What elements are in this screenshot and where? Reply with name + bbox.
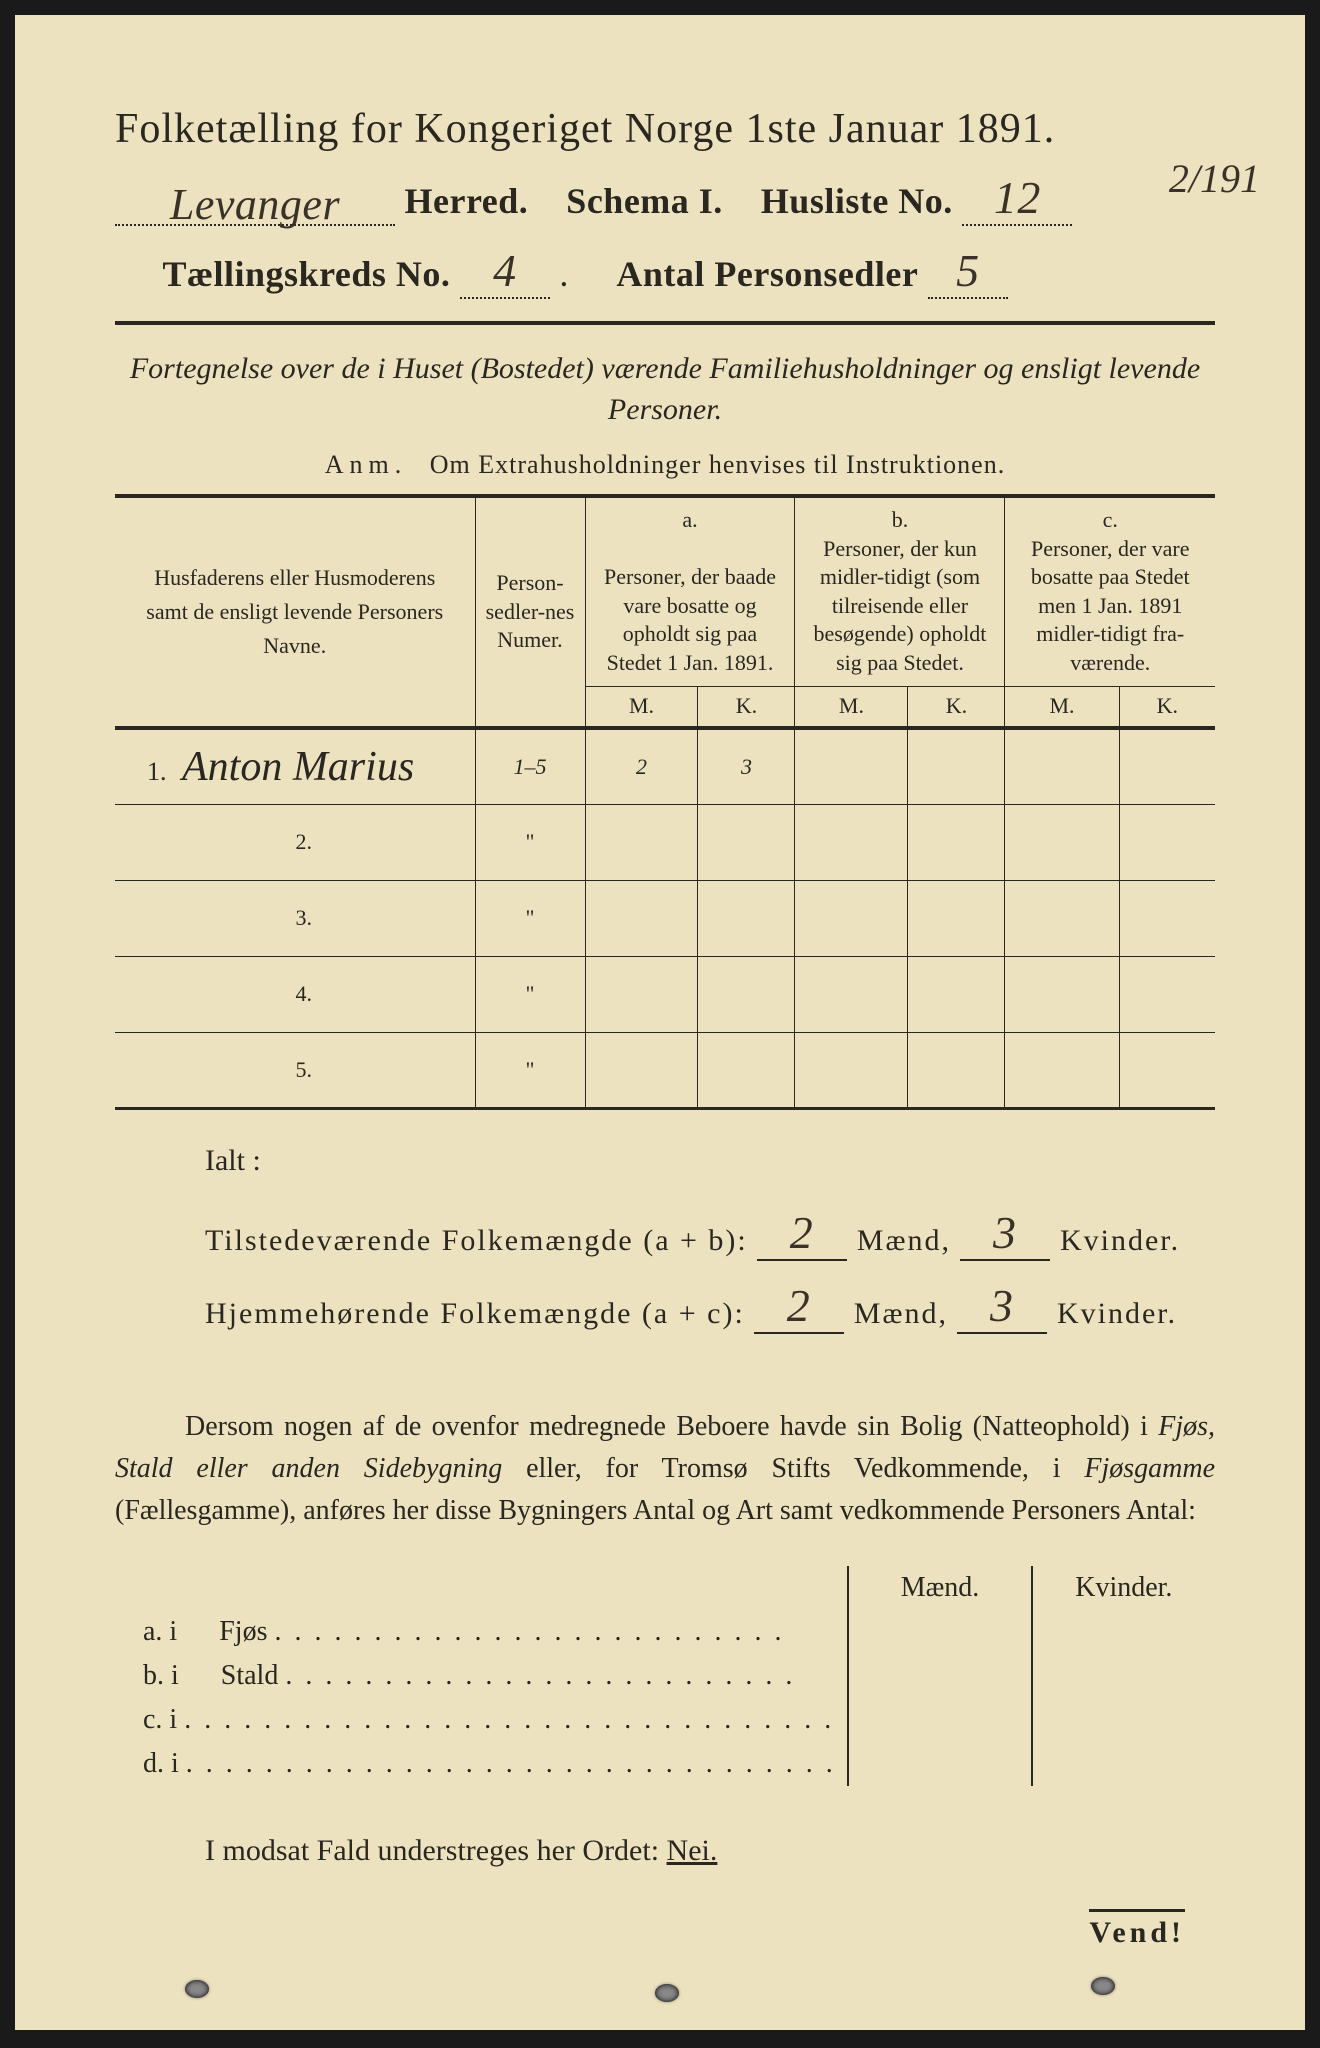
col-b-m: M. — [795, 686, 908, 728]
herred-field: Levanger — [115, 173, 395, 226]
col-head-c: c. Personer, der vare bosatte paa Stedet… — [1005, 496, 1215, 686]
table-row: 2. " — [115, 804, 1215, 880]
margin-annotation: 2/191 — [1169, 155, 1260, 202]
total2-m: 2 — [787, 1280, 812, 1331]
total2-k: 3 — [990, 1280, 1015, 1331]
row-num: 2. — [115, 804, 475, 880]
total-present: Tilstedeværende Folkemængde (a + b): 2 M… — [205, 1208, 1215, 1263]
binding-hole — [185, 1980, 209, 1998]
row-num: 1. — [129, 757, 167, 786]
lower-row: a. i Fjøs . . . . . . . . . . . . . . . … — [115, 1610, 1215, 1654]
lower-maend-head: Mænd. — [848, 1566, 1031, 1610]
total1-m: 2 — [790, 1207, 815, 1258]
total1-k: 3 — [993, 1207, 1018, 1258]
sedler-value: 5 — [956, 245, 980, 296]
herred-label: Herred. — [405, 181, 529, 221]
col-head-a: a. Personer, der baade vare bosatte og o… — [585, 496, 795, 686]
vend-label: Vend! — [1089, 1909, 1185, 1950]
table-row: 5. " — [115, 1032, 1215, 1108]
row-cK — [1119, 728, 1215, 804]
header-line-2: Levanger Herred. Schema I. Husliste No. … — [115, 171, 1215, 226]
row-bK — [908, 728, 1005, 804]
row-num: 4. — [115, 956, 475, 1032]
col-c-k: K. — [1119, 686, 1215, 728]
row-sedler: " — [475, 1032, 585, 1108]
binding-hole — [655, 1984, 679, 2002]
lower-row: b. i Stald . . . . . . . . . . . . . . .… — [115, 1654, 1215, 1698]
total-resident: Hjemmehørende Folkemængde (a + c): 2 Mæn… — [205, 1281, 1215, 1336]
schema-label: Schema I. — [566, 181, 723, 221]
row-name: Anton Marius — [172, 744, 414, 790]
paragraph: Dersom nogen af de ovenfor medregnede Be… — [115, 1406, 1215, 1532]
anm-prefix: Anm. — [325, 450, 408, 479]
anm-line: Anm. Om Extrahusholdninger henvises til … — [115, 450, 1215, 480]
kreds-value: 4 — [493, 245, 517, 296]
lower-row: c. i . . . . . . . . . . . . . . . . . .… — [115, 1698, 1215, 1742]
main-table: Husfaderens eller Husmoderens samt de en… — [115, 494, 1215, 1110]
husliste-field: 12 — [962, 171, 1072, 226]
lower-kvinder-head: Kvinder. — [1032, 1566, 1215, 1610]
col-head-names: Husfaderens eller Husmoderens samt de en… — [115, 496, 475, 728]
col-head-b: b. Personer, der kun midler-tidigt (som … — [795, 496, 1005, 686]
row-sedler: " — [475, 880, 585, 956]
footer-nei: I modsat Fald understreges her Ordet: Ne… — [115, 1834, 1215, 1868]
herred-value: Levanger — [170, 180, 340, 229]
binding-hole — [1091, 1977, 1115, 1995]
divider-1 — [115, 321, 1215, 325]
row-num: 5. — [115, 1032, 475, 1108]
sedler-field: 5 — [928, 244, 1008, 299]
subtitle: Fortegnelse over de i Huset (Bostedet) v… — [115, 349, 1215, 430]
col-a-m: M. — [585, 686, 698, 728]
row-sedler: 1–5 — [475, 728, 585, 804]
kreds-field: 4 — [460, 244, 550, 299]
totals-section: Ialt : Tilstedeværende Folkemængde (a + … — [115, 1144, 1215, 1336]
row-sedler: " — [475, 956, 585, 1032]
row-aM: 2 — [585, 728, 698, 804]
lower-table: Mænd. Kvinder. a. i Fjøs . . . . . . . .… — [115, 1566, 1215, 1786]
col-c-m: M. — [1005, 686, 1119, 728]
table-row: 1. Anton Marius 1–5 2 3 — [115, 728, 1215, 804]
sedler-label: Antal Personsedler — [616, 254, 918, 294]
lower-row: d. i . . . . . . . . . . . . . . . . . .… — [115, 1742, 1215, 1786]
census-form-page: Folketælling for Kongeriget Norge 1ste J… — [15, 15, 1305, 2030]
page-title: Folketælling for Kongeriget Norge 1ste J… — [115, 105, 1215, 153]
col-a-k: K. — [698, 686, 795, 728]
ialt-label: Ialt : — [205, 1144, 1215, 1178]
husliste-label: Husliste No. — [761, 181, 953, 221]
husliste-value: 12 — [994, 172, 1041, 223]
header-line-3: Tællingskreds No. 4 . Antal Personsedler… — [115, 244, 1215, 299]
col-b-k: K. — [908, 686, 1005, 728]
row-cM — [1005, 728, 1119, 804]
row-bM — [795, 728, 908, 804]
nei-word: Nei. — [667, 1834, 718, 1867]
row-num: 3. — [115, 880, 475, 956]
row-sedler: " — [475, 804, 585, 880]
table-row: 3. " — [115, 880, 1215, 956]
anm-text: Om Extrahusholdninger henvises til Instr… — [430, 450, 1005, 479]
kreds-label: Tællingskreds No. — [163, 254, 451, 294]
row-aK: 3 — [698, 728, 795, 804]
table-row: 4. " — [115, 956, 1215, 1032]
col-head-numer: Person-sedler-nes Numer. — [475, 496, 585, 728]
